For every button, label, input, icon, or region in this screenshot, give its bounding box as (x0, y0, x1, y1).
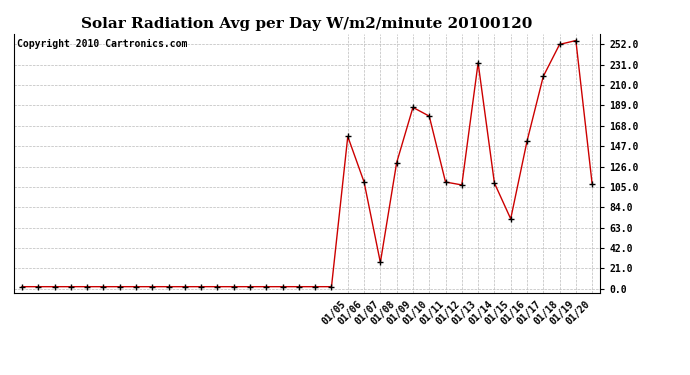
Text: Copyright 2010 Cartronics.com: Copyright 2010 Cartronics.com (17, 39, 187, 49)
Title: Solar Radiation Avg per Day W/m2/minute 20100120: Solar Radiation Avg per Day W/m2/minute … (81, 17, 533, 31)
